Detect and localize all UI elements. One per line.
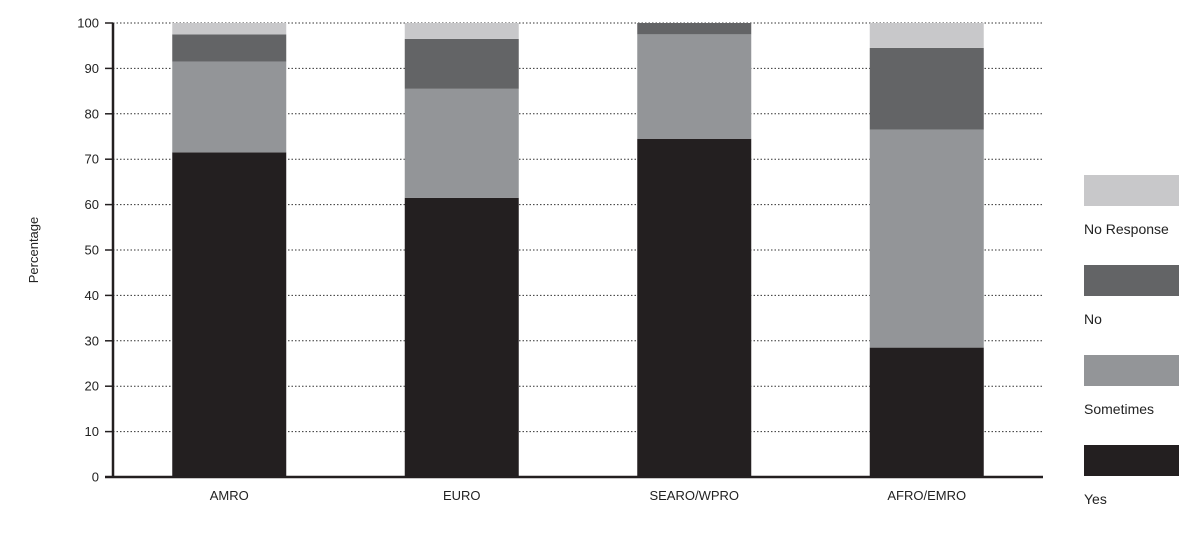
x-tick-label-searo-wpro: SEARO/WPRO <box>649 488 739 503</box>
x-tick-label-euro: EURO <box>443 488 481 503</box>
legend-item-sometimes: Sometimes <box>1057 355 1187 445</box>
bar-amro-yes <box>172 152 286 477</box>
legend-swatch-sometimes <box>1084 355 1179 386</box>
y-tick-label-60: 60 <box>85 197 99 212</box>
legend-label-sometimes: Sometimes <box>1084 401 1154 417</box>
legend-label-no-response: No Response <box>1084 221 1169 237</box>
legend-label-no: No <box>1084 311 1102 327</box>
bar-euro-sometimes <box>405 89 519 198</box>
bar-afro-emro-sometimes <box>870 130 984 348</box>
legend-swatch-yes <box>1084 445 1179 476</box>
bar-euro-no <box>405 39 519 89</box>
y-tick-label-80: 80 <box>85 106 99 121</box>
y-tick-label-70: 70 <box>85 152 99 167</box>
bar-afro-emro-no <box>870 48 984 130</box>
bar-searo-wpro-no <box>637 23 751 34</box>
legend-label-yes: Yes <box>1084 491 1107 507</box>
y-axis-label: Percentage <box>26 217 41 284</box>
legend-item-yes: Yes <box>1057 445 1187 535</box>
x-tick-label-afro-emro: AFRO/EMRO <box>887 488 966 503</box>
bar-euro-yes <box>405 198 519 477</box>
y-tick-label-30: 30 <box>85 333 99 348</box>
y-tick-label-90: 90 <box>85 61 99 76</box>
bar-searo-wpro-yes <box>637 139 751 477</box>
bar-searo-wpro-sometimes <box>637 34 751 138</box>
y-tick-label-50: 50 <box>85 243 99 258</box>
y-tick-label-0: 0 <box>92 470 99 485</box>
y-tick-label-10: 10 <box>85 424 99 439</box>
legend-item-no-response: No Response <box>1057 175 1187 265</box>
y-tick-label-100: 100 <box>77 16 99 31</box>
bar-afro-emro-no-response <box>870 23 984 48</box>
stacked-bar-chart: Percentage 0 10 20 30 40 50 60 70 80 90 100 AMRO EU… <box>0 0 1050 506</box>
bar-amro-no <box>172 34 286 61</box>
y-tick-label-20: 20 <box>85 379 99 394</box>
legend: No Response No Sometimes Yes <box>1057 175 1187 535</box>
x-ticks: AMRO EURO SEARO/WPRO AFRO/EMRO <box>210 488 966 503</box>
y-ticks: 0 10 20 30 40 50 60 70 80 90 100 <box>77 16 113 485</box>
legend-swatch-no <box>1084 265 1179 296</box>
bar-euro-no-response <box>405 23 519 39</box>
legend-swatch-no-response <box>1084 175 1179 206</box>
legend-item-no: No <box>1057 265 1187 355</box>
bar-afro-emro-yes <box>870 348 984 477</box>
x-tick-label-amro: AMRO <box>210 488 249 503</box>
bar-amro-no-response <box>172 23 286 34</box>
y-tick-label-40: 40 <box>85 288 99 303</box>
bar-amro-sometimes <box>172 62 286 153</box>
